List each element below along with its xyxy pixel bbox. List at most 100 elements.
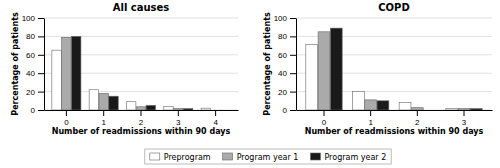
legend-item: Program year 1 — [223, 153, 299, 162]
axis-line — [44, 19, 45, 111]
y-axis: 020406080100 — [22, 14, 45, 115]
bars — [306, 28, 482, 110]
bar — [221, 110, 230, 111]
x-label: Number of readmissions within 90 days — [52, 127, 231, 136]
tick-mark — [38, 73, 44, 74]
bar — [89, 90, 98, 110]
series — [330, 28, 482, 110]
legend: Preprogram Program year 1 Program year 2 — [145, 149, 391, 164]
y-label: Percentage of patients — [263, 12, 272, 116]
tick: 80 — [26, 32, 44, 41]
tick-label: 20 — [26, 88, 35, 97]
grid — [296, 18, 492, 110]
bar — [470, 109, 482, 110]
tick-label: 2 — [415, 118, 420, 127]
legend-swatch — [223, 153, 233, 160]
tick-label: 2 — [139, 118, 144, 127]
tick: 1 — [368, 110, 373, 127]
legend-frame — [145, 149, 391, 164]
bar — [211, 110, 220, 111]
bar — [174, 109, 183, 110]
bar — [62, 37, 71, 110]
axis-line — [297, 110, 493, 111]
bar — [109, 96, 118, 110]
tick: 2 — [139, 110, 144, 127]
bar — [352, 92, 364, 110]
bar — [411, 108, 423, 110]
tick-label: 1 — [101, 118, 106, 127]
y-label: Percentage of patients — [11, 12, 20, 116]
title: COPD — [378, 2, 409, 13]
tick-mark — [370, 110, 371, 116]
legend-item: Preprogram — [150, 153, 211, 162]
bar — [201, 108, 210, 110]
tick: 3 — [462, 110, 467, 127]
tick-label: 20 — [278, 88, 287, 97]
tick-mark — [464, 110, 465, 116]
legend-label: Program year 1 — [237, 153, 299, 162]
bar — [164, 106, 173, 110]
bar — [458, 109, 470, 110]
tick-label: 0 — [64, 118, 69, 127]
series — [71, 36, 192, 110]
tick-label: 40 — [278, 69, 287, 78]
tick-mark — [290, 92, 296, 93]
tick: 60 — [278, 51, 296, 60]
tick: 60 — [26, 51, 44, 60]
tick: 3 — [176, 110, 181, 127]
tick-mark — [38, 110, 44, 111]
tick-mark — [290, 73, 296, 74]
tick-mark — [38, 92, 44, 93]
chart: 01234020406080100All causesNumber of rea… — [0, 0, 500, 168]
bar — [136, 107, 145, 110]
bar — [306, 45, 318, 110]
bars — [52, 36, 211, 110]
tick-label: 60 — [278, 51, 287, 60]
bar — [146, 105, 155, 110]
x-label: Number of readmissions within 90 days — [305, 127, 484, 136]
tick: 80 — [278, 32, 296, 41]
tick-label: 0 — [322, 118, 327, 127]
y-axis: 0 20 40 60 80 100 — [274, 14, 297, 115]
title: All causes — [113, 2, 170, 13]
legend-label: Preprogram — [164, 153, 211, 162]
x-axis: 01234 — [45, 110, 239, 127]
tick-label: 100 — [274, 14, 288, 23]
bar — [365, 100, 377, 110]
tick: 2 — [415, 110, 420, 127]
tick-mark — [290, 18, 296, 19]
tick: 20 — [278, 88, 296, 97]
tick-label: 3 — [462, 118, 467, 127]
tick-label: 80 — [26, 32, 35, 41]
bar — [71, 36, 80, 110]
legend-label: Program year 2 — [324, 153, 386, 162]
bar — [52, 50, 61, 110]
panel: 01234020406080100All causesNumber of rea… — [11, 2, 239, 136]
tick: 100 — [274, 14, 296, 23]
tick-mark — [324, 110, 325, 116]
tick: 20 — [26, 88, 44, 97]
tick-mark — [290, 36, 296, 37]
tick: 0 — [322, 110, 327, 127]
tick-label: 40 — [26, 69, 35, 78]
bar — [377, 101, 389, 110]
bar — [318, 32, 330, 110]
tick-mark — [178, 110, 179, 116]
bar — [126, 102, 135, 110]
axis-line — [296, 19, 297, 111]
legend-swatch — [150, 153, 160, 160]
panel: 0 1 2 3 0 20 40 60 80 100 COPD Number of readmissio… — [263, 2, 493, 136]
tick-mark — [38, 55, 44, 56]
legend-swatch — [310, 153, 320, 160]
tick-label: 100 — [22, 14, 36, 23]
tick-mark — [417, 110, 418, 116]
tick-mark — [141, 110, 142, 116]
grid-line — [44, 18, 238, 19]
tick: 0 — [64, 110, 69, 127]
tick-label: 0 — [283, 106, 288, 115]
tick: 40 — [26, 69, 44, 78]
tick-label: 3 — [176, 118, 181, 127]
tick: 40 — [278, 69, 296, 78]
series — [62, 37, 183, 110]
tick-mark — [103, 110, 104, 116]
